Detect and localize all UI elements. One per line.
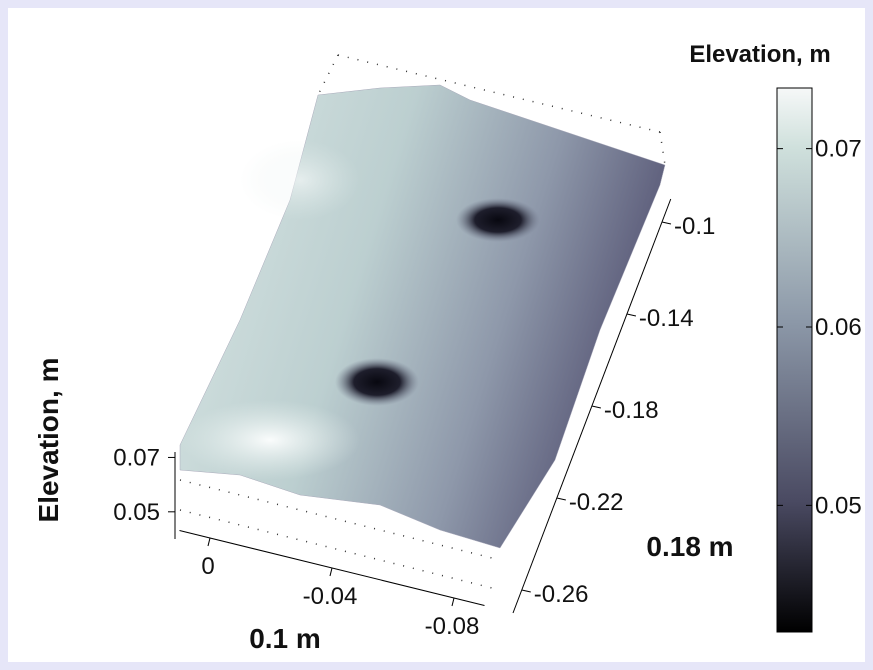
colorbar-title: Elevation, m [689,41,830,68]
y-tick-label: -0.22 [569,489,624,516]
colorbar-tick-label: 0.06 [815,314,862,341]
figure-frame: Elevation, m Elevation, m 0.1 m 0.18 m 0… [8,8,865,662]
y-tick [556,497,566,501]
x-tick-label: -0.04 [303,583,358,610]
x-axis-label: 0.1 m [249,623,321,654]
z-tick-label: 0.05 [113,499,160,526]
z-tick-label: 0.07 [113,444,160,471]
x-tick-label: -0.08 [425,613,480,640]
x-tick [451,597,455,607]
colorbar-tick-label: 0.05 [815,492,862,519]
y-tick [591,405,601,409]
z-axis-label: Elevation, m [33,358,64,523]
crater [335,358,419,406]
x-tick-label: 0 [201,553,214,580]
surface-highlight [240,140,360,220]
crater [456,198,540,242]
x-tick [207,537,211,547]
y-tick-label: -0.18 [604,397,659,424]
y-tick-label: -0.26 [534,581,589,608]
surface-highlight [180,400,360,480]
y-tick [661,221,672,225]
x-tick [329,567,333,577]
colorbar [776,87,813,633]
y-tick-label: -0.1 [674,213,715,240]
y-tick [626,313,637,317]
chart: Elevation, m Elevation, m 0.1 m 0.18 m 0… [33,41,862,654]
y-axis-label: 0.18 m [646,531,733,562]
y-tick [521,589,531,593]
y-tick-label: -0.14 [639,305,694,332]
colorbar-tick-label: 0.07 [815,136,862,163]
